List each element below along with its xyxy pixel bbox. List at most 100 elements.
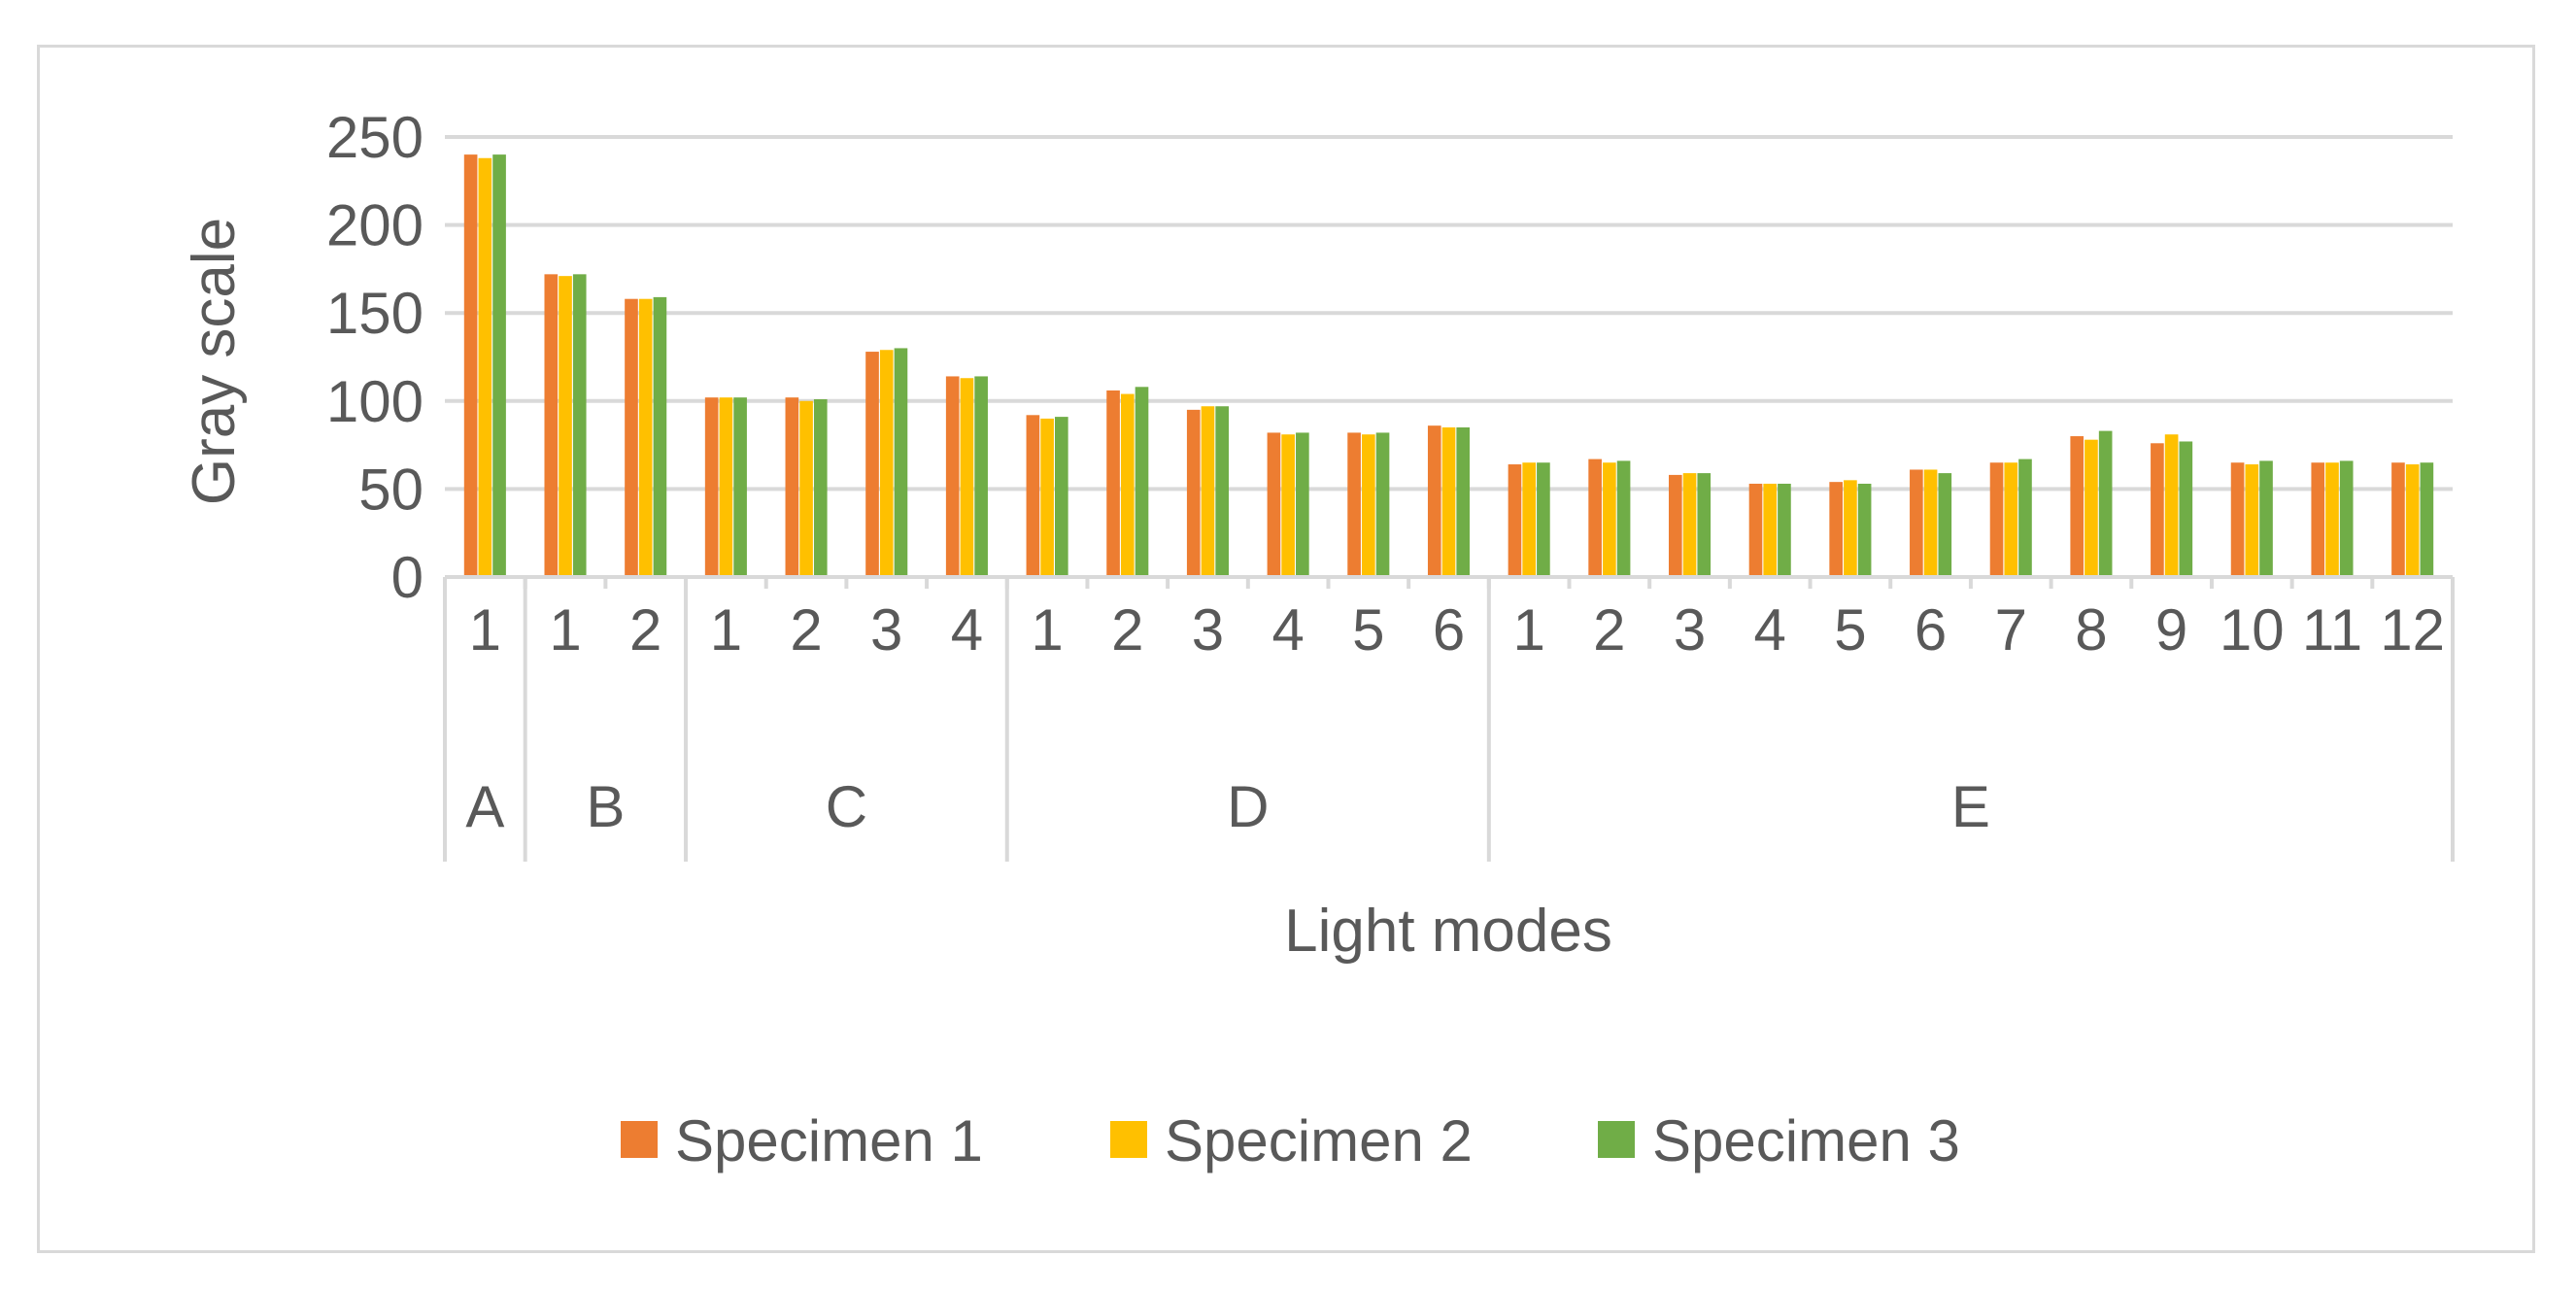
bar [733, 397, 747, 577]
x-tick-label: 1 [1512, 597, 1544, 662]
group-label: C [826, 774, 867, 839]
bar [2259, 460, 2273, 577]
bar [492, 154, 506, 577]
bar [463, 154, 478, 577]
x-tick-label: 3 [870, 597, 902, 662]
bar [2098, 430, 2113, 577]
bar [1040, 418, 1054, 577]
x-tick-label: 3 [1674, 597, 1706, 662]
x-tick-label: 4 [1271, 597, 1304, 662]
bar [945, 376, 960, 577]
bar [1537, 462, 1550, 577]
legend-item: Specimen 3 [1598, 1108, 1960, 1173]
bar [2405, 464, 2420, 577]
x-tick-label: 11 [2302, 597, 2362, 662]
x-tick-label: 2 [790, 597, 822, 662]
bar [2070, 436, 2085, 577]
bar [625, 298, 638, 577]
bar [1186, 409, 1201, 577]
bar [2339, 460, 2354, 577]
bar [1347, 432, 1361, 577]
legend-label: Specimen 3 [1652, 1108, 1960, 1173]
bar [1910, 469, 1923, 577]
bar [1669, 474, 1682, 577]
chart-frame: 0 50 100 150 200 250 1 1 2 1 2 3 4 1 2 3 4 5 6 1 2 3 4 5 6 7 8 9 10 1… [37, 45, 2535, 1253]
x-tick-label: 2 [1593, 597, 1625, 662]
bar [1829, 482, 1844, 577]
legend-label: Specimen 1 [675, 1108, 983, 1173]
x-tick-label: 2 [1111, 597, 1143, 662]
bar [2230, 462, 2245, 577]
bar [1616, 460, 1631, 577]
bar [894, 348, 908, 577]
bar [2179, 441, 2193, 577]
bar [544, 274, 559, 577]
y-tick-label: 250 [326, 105, 424, 170]
bar [1682, 473, 1697, 577]
bar [1215, 406, 1229, 577]
bar [1456, 426, 1471, 577]
bar [1857, 483, 1872, 577]
group-label: A [465, 774, 504, 839]
bar [1441, 426, 1456, 577]
bar [1361, 434, 1375, 577]
bar [785, 397, 799, 577]
bar [704, 397, 719, 577]
bar [1135, 387, 1149, 577]
bar [1296, 432, 1309, 577]
bar [2245, 464, 2259, 577]
y-tick-label: 0 [391, 545, 424, 610]
bar [1054, 417, 1068, 577]
bar [879, 350, 894, 577]
bar [1923, 469, 1938, 577]
bar [1844, 480, 1857, 577]
y-tick-label: 200 [326, 193, 424, 258]
bar [1427, 425, 1441, 577]
bar [799, 400, 813, 577]
legend: Specimen 1 Specimen 2 Specimen 3 [621, 1108, 1960, 1173]
legend-swatch [1598, 1121, 1635, 1158]
legend-item: Specimen 2 [1110, 1108, 1473, 1173]
legend-swatch [621, 1121, 658, 1158]
y-tick-label: 150 [326, 281, 424, 346]
group-label: B [586, 774, 625, 839]
bar [2311, 462, 2325, 577]
x-tick-label: 4 [1754, 597, 1786, 662]
bar [1778, 483, 1791, 577]
bar [1106, 390, 1120, 577]
bar [865, 352, 879, 577]
bar [813, 398, 828, 577]
bar [653, 296, 667, 577]
y-axis-label: Gray scale [181, 218, 248, 505]
bar [2391, 462, 2405, 577]
bar [2164, 434, 2179, 577]
bar [1588, 459, 1602, 577]
x-tick-label: 10 [2220, 597, 2285, 662]
bar [2420, 462, 2434, 577]
x-tick-label: 7 [1995, 597, 2027, 662]
bar [2325, 462, 2339, 577]
bar [960, 378, 974, 577]
bar [1938, 473, 1952, 577]
bar [1748, 483, 1763, 577]
legend-item: Specimen 1 [621, 1108, 983, 1173]
x-tick-label: 12 [2380, 597, 2445, 662]
x-tick-label: 9 [2155, 597, 2187, 662]
x-axis-label: Light modes [1284, 898, 1612, 965]
bar [559, 276, 572, 577]
bars [463, 154, 2434, 577]
bar [1267, 432, 1281, 577]
bar [1026, 415, 1040, 577]
x-tick-label: 1 [710, 597, 742, 662]
bar [1508, 464, 1522, 577]
y-tick-label: 50 [358, 457, 424, 522]
bar [638, 298, 653, 577]
bar [2151, 443, 2164, 577]
bar [572, 274, 587, 577]
legend-swatch [1110, 1121, 1147, 1158]
bar [974, 376, 988, 577]
x-tick-label: 5 [1352, 597, 1384, 662]
y-tick-label: 100 [326, 369, 424, 434]
